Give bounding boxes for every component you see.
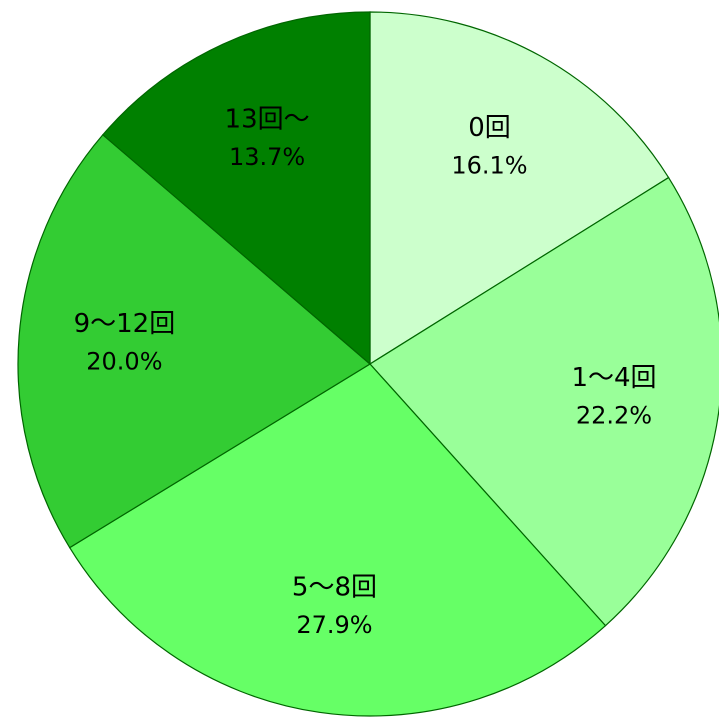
value-label: 22.2% bbox=[576, 401, 652, 429]
slice-label: 0回 bbox=[468, 113, 511, 143]
pie-slice bbox=[17, 133, 372, 549]
pie-slice bbox=[68, 363, 607, 717]
value-label: 20.0% bbox=[86, 347, 162, 375]
slice-label: 1～4回 bbox=[571, 363, 656, 393]
value-label: 16.1% bbox=[451, 152, 527, 180]
slice-label: 9～12回 bbox=[74, 309, 176, 339]
slice-label: 5～8回 bbox=[292, 572, 377, 602]
slice-label: 13回～ bbox=[225, 105, 310, 135]
value-label: 27.9% bbox=[296, 611, 372, 639]
pie-slice bbox=[102, 11, 371, 366]
pie-slice bbox=[369, 11, 670, 366]
value-label: 13.7% bbox=[229, 143, 305, 171]
